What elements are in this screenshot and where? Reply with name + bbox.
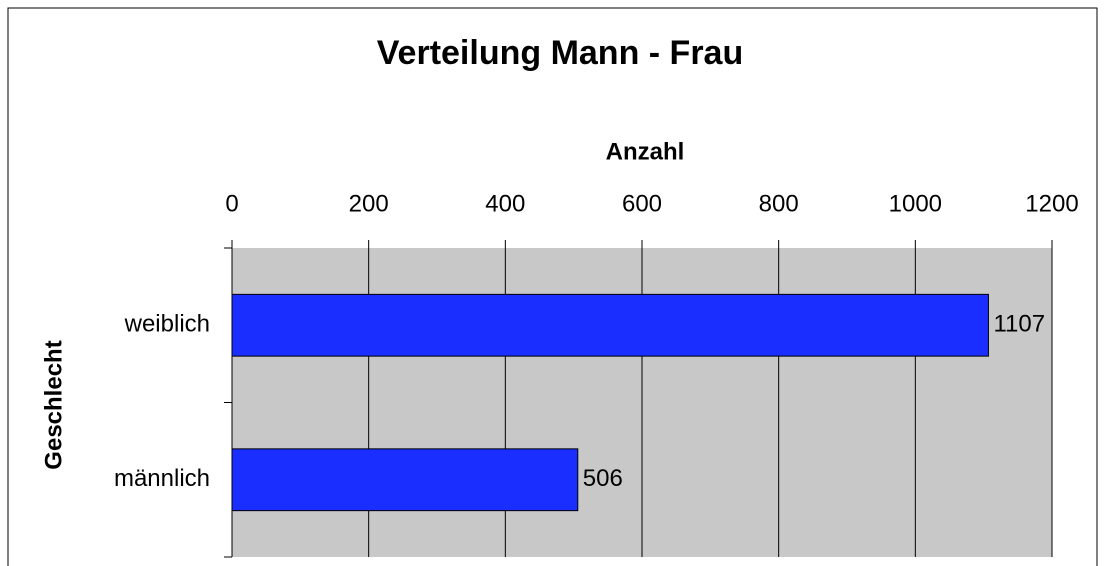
chart-frame bbox=[7, 7, 1098, 566]
y-axis-title: Geschlecht bbox=[40, 340, 67, 469]
data-label: 1107 bbox=[993, 311, 1045, 338]
bar bbox=[231, 293, 989, 357]
x-tick-label: 800 bbox=[759, 190, 799, 217]
y-tick-label: männlich bbox=[114, 465, 210, 492]
x-axis-title: Anzahl bbox=[606, 138, 685, 165]
x-tick-label: 400 bbox=[485, 190, 525, 217]
x-tick-label: 1000 bbox=[889, 190, 942, 217]
x-tick-label: 1200 bbox=[1025, 190, 1078, 217]
y-tick-label: weiblich bbox=[124, 311, 210, 338]
bar bbox=[231, 448, 579, 512]
x-tick-label: 0 bbox=[225, 190, 238, 217]
x-tick-label: 600 bbox=[622, 190, 662, 217]
x-tick-label: 200 bbox=[349, 190, 389, 217]
data-label: 506 bbox=[583, 465, 623, 492]
chart-title: Verteilung Mann - Frau bbox=[377, 34, 743, 72]
